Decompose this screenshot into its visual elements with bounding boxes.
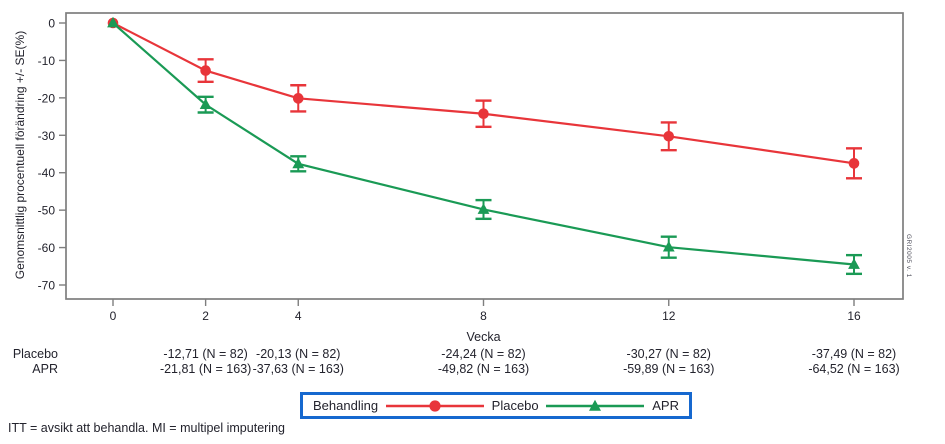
table-value: -49,82 (N = 163) (438, 362, 529, 376)
data-point-triangle (477, 203, 490, 214)
apr-line-marker-icon (546, 399, 645, 411)
data-point-circle (200, 65, 211, 76)
y-tick-label: -30 (38, 129, 56, 143)
data-point-triangle (662, 240, 675, 252)
data-point-triangle (107, 16, 119, 28)
table-value: -24,24 (N = 82) (441, 347, 525, 361)
y-tick-label: -60 (38, 241, 56, 255)
table-value: -20,13 (N = 82) (256, 347, 340, 361)
y-tick-label: -70 (38, 279, 56, 293)
y-tick-label: -50 (38, 204, 56, 218)
y-tick-label: -20 (38, 91, 56, 105)
legend-label-apr: APR (652, 398, 679, 413)
plot-frame (65, 12, 904, 300)
y-tick-label: -10 (38, 54, 56, 68)
x-tick-label: 16 (847, 309, 861, 323)
data-point-triangle (199, 98, 212, 110)
legend: Behandling Placebo APR (300, 392, 692, 419)
version-stamp: GRI2005 v. 1 (905, 234, 912, 278)
y-axis-title: Genomsnittlig procentuell förändring +/-… (13, 30, 27, 280)
data-point-circle (478, 108, 489, 120)
legend-title: Behandling (313, 398, 379, 413)
placebo-line-marker-icon (385, 399, 484, 412)
x-tick-label: 8 (480, 309, 487, 323)
series-line-apr (112, 22, 855, 266)
legend-label-placebo: Placebo (491, 398, 539, 413)
y-tick-label: 0 (48, 17, 55, 31)
table-value: -59,89 (N = 163) (623, 362, 714, 376)
data-point-triangle (292, 157, 305, 169)
table-row-label: APR (32, 362, 58, 376)
data-point-triangle (848, 258, 860, 269)
table-value: -21,81 (N = 163) (160, 362, 251, 376)
footnote: ITT = avsikt att behandla. MI = multipel… (8, 421, 285, 435)
data-point-circle (292, 93, 304, 104)
table-value: -37,63 (N = 163) (253, 362, 344, 376)
data-point-circle (663, 130, 675, 142)
x-axis-title: Vecka (466, 330, 500, 344)
x-tick-label: 4 (295, 309, 302, 323)
series-line-placebo (112, 22, 855, 165)
table-row-label: Placebo (13, 347, 58, 361)
table-value: -30,27 (N = 82) (627, 347, 711, 361)
x-tick-label: 2 (202, 309, 209, 323)
x-tick-label: 0 (110, 309, 117, 323)
table-value: -37,49 (N = 82) (812, 347, 896, 361)
y-tick-label: -40 (38, 166, 56, 180)
x-tick-label: 12 (662, 309, 676, 323)
data-point-circle (848, 158, 860, 169)
table-value: -64,52 (N = 163) (808, 362, 899, 376)
table-value: -12,71 (N = 82) (163, 347, 247, 361)
